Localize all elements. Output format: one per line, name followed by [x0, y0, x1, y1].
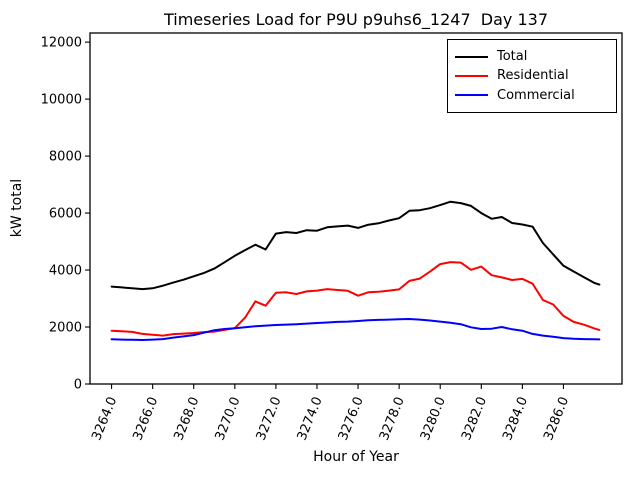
- x-tick-label: 3264.0: [89, 395, 120, 443]
- x-tick-label: 3282.0: [459, 395, 490, 443]
- chart-title: Timeseries Load for P9U p9uhs6_1247 Day …: [163, 10, 549, 29]
- legend-item-commercial: Commercial: [455, 86, 610, 105]
- x-tick-label: 3278.0: [377, 395, 408, 443]
- x-tick-label: 3272.0: [254, 395, 285, 443]
- total-line: [110, 200, 601, 291]
- x-tick-label: 3270.0: [213, 395, 244, 443]
- y-tick-label: 0: [74, 378, 82, 393]
- y-tick-label: 4000: [49, 264, 82, 279]
- y-tick-label: 6000: [49, 207, 82, 222]
- legend: Total Residential Commercial: [447, 39, 617, 113]
- y-tick-label: 8000: [49, 150, 82, 165]
- x-tick-label: 3280.0: [418, 395, 449, 443]
- x-tick-label: 3284.0: [500, 395, 531, 443]
- legend-label: Total: [497, 49, 528, 65]
- x-tick-label: 3268.0: [171, 395, 202, 443]
- legend-item-total: Total: [455, 47, 610, 66]
- residential-line: [110, 261, 601, 337]
- legend-label: Residential: [497, 68, 569, 84]
- y-axis-label: kW total: [9, 178, 25, 238]
- legend-line-swatch: [455, 94, 488, 97]
- commercial-line: [110, 318, 601, 341]
- y-tick-label: 12000: [41, 36, 82, 51]
- legend-line-swatch: [455, 74, 488, 77]
- legend-line-swatch: [455, 55, 488, 58]
- y-tick-label: 10000: [41, 93, 82, 108]
- axes-frame: [89, 32, 623, 385]
- x-tick-label: 3276.0: [336, 395, 367, 443]
- y-tick-label: 2000: [49, 321, 82, 336]
- legend-label: Commercial: [497, 87, 575, 103]
- x-tick-label: 3274.0: [295, 395, 326, 443]
- x-tick-label: 3266.0: [130, 395, 161, 443]
- x-axis-label: Hour of Year: [313, 449, 399, 465]
- x-tick-label: 3286.0: [541, 395, 572, 443]
- legend-item-residential: Residential: [455, 66, 610, 85]
